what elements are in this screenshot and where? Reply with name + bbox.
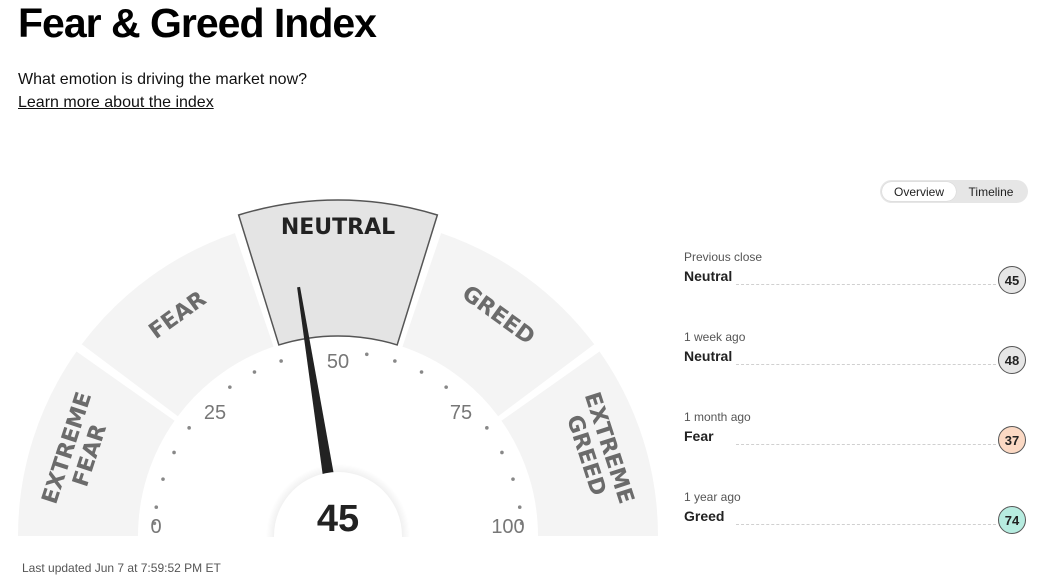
- gauge-tick-dot: [419, 370, 424, 374]
- history-row: Previous close Neutral 45: [684, 250, 1026, 294]
- history-rating: Greed: [684, 508, 725, 524]
- history-leader-line: [736, 364, 996, 365]
- gauge-value: 45: [317, 498, 359, 540]
- last-updated: Last updated Jun 7 at 7:59:52 PM ET: [22, 561, 221, 575]
- history-period: Previous close: [684, 250, 763, 264]
- gauge-tick-dot: [161, 477, 165, 481]
- history-period: 1 week ago: [684, 330, 746, 344]
- history-value-badge: 74: [998, 506, 1026, 534]
- gauge-tick-dot: [187, 426, 191, 430]
- history-rating: Neutral: [684, 268, 733, 284]
- gauge-tick-dot: [152, 521, 157, 526]
- overview-tab[interactable]: Overview: [882, 182, 956, 201]
- history-period: 1 year ago: [684, 490, 741, 504]
- history-leader-line: [736, 524, 996, 525]
- history-row: 1 month ago Fear 37: [684, 410, 1026, 454]
- history-rating: Fear: [684, 428, 714, 444]
- page-subtitle: What emotion is driving the market now?: [18, 71, 308, 88]
- gauge-segment-extreme-fear: [18, 351, 175, 536]
- fear-greed-gauge: EXTREMEFEARFEARNEUTRALGREEDEXTREMEGREED …: [18, 199, 658, 560]
- gauge-tick-dot: [172, 450, 176, 455]
- history-period: 1 month ago: [684, 410, 751, 424]
- gauge-tick-dot: [500, 450, 504, 455]
- history-value-badge: 48: [998, 346, 1026, 374]
- gauge-tick-dot: [228, 385, 232, 389]
- history-row: 1 year ago Greed 74: [684, 490, 1026, 534]
- gauge-segment-greed: [402, 233, 595, 417]
- gauge-segment-fear: [81, 233, 274, 417]
- gauge-tick-dot: [393, 359, 397, 363]
- gauge-label-neutral: NEUTRAL: [281, 215, 395, 240]
- learn-more-link[interactable]: Learn more about the index: [18, 94, 214, 111]
- gauge-tick-dot: [485, 426, 489, 430]
- timeline-tab[interactable]: Timeline: [968, 184, 1014, 199]
- history-value-badge: 37: [998, 426, 1026, 454]
- gauge-tick-label: 100: [491, 516, 524, 538]
- gauge-tick-dot: [364, 352, 369, 357]
- history-leader-line: [736, 444, 996, 445]
- gauge-tick-dot: [154, 505, 159, 510]
- page-title: Fear & Greed Index: [18, 0, 377, 46]
- gauge-tick-dot: [444, 385, 448, 389]
- gauge-tick-dot: [252, 370, 257, 374]
- gauge-segment-neutral: [237, 199, 439, 346]
- history-leader-line: [736, 284, 996, 285]
- view-toggle: Overview Timeline: [880, 180, 1028, 203]
- history-row: 1 week ago Neutral 48: [684, 330, 1026, 374]
- history-rating: Neutral: [684, 348, 733, 364]
- gauge-tick-dot: [517, 505, 522, 510]
- gauge-segment-extreme-greed: [501, 351, 658, 536]
- gauge-tick-dot: [519, 521, 524, 526]
- gauge-tick-dot: [511, 477, 515, 481]
- gauge-tick-label: 50: [327, 351, 349, 373]
- gauge-needle: [297, 286, 338, 498]
- gauge-tick-label: 75: [450, 402, 472, 424]
- gauge-tick-label: 0: [150, 516, 161, 538]
- gauge-tick-label: 25: [204, 402, 226, 424]
- history-value-badge: 45: [998, 266, 1026, 294]
- gauge-tick-dot: [279, 359, 283, 363]
